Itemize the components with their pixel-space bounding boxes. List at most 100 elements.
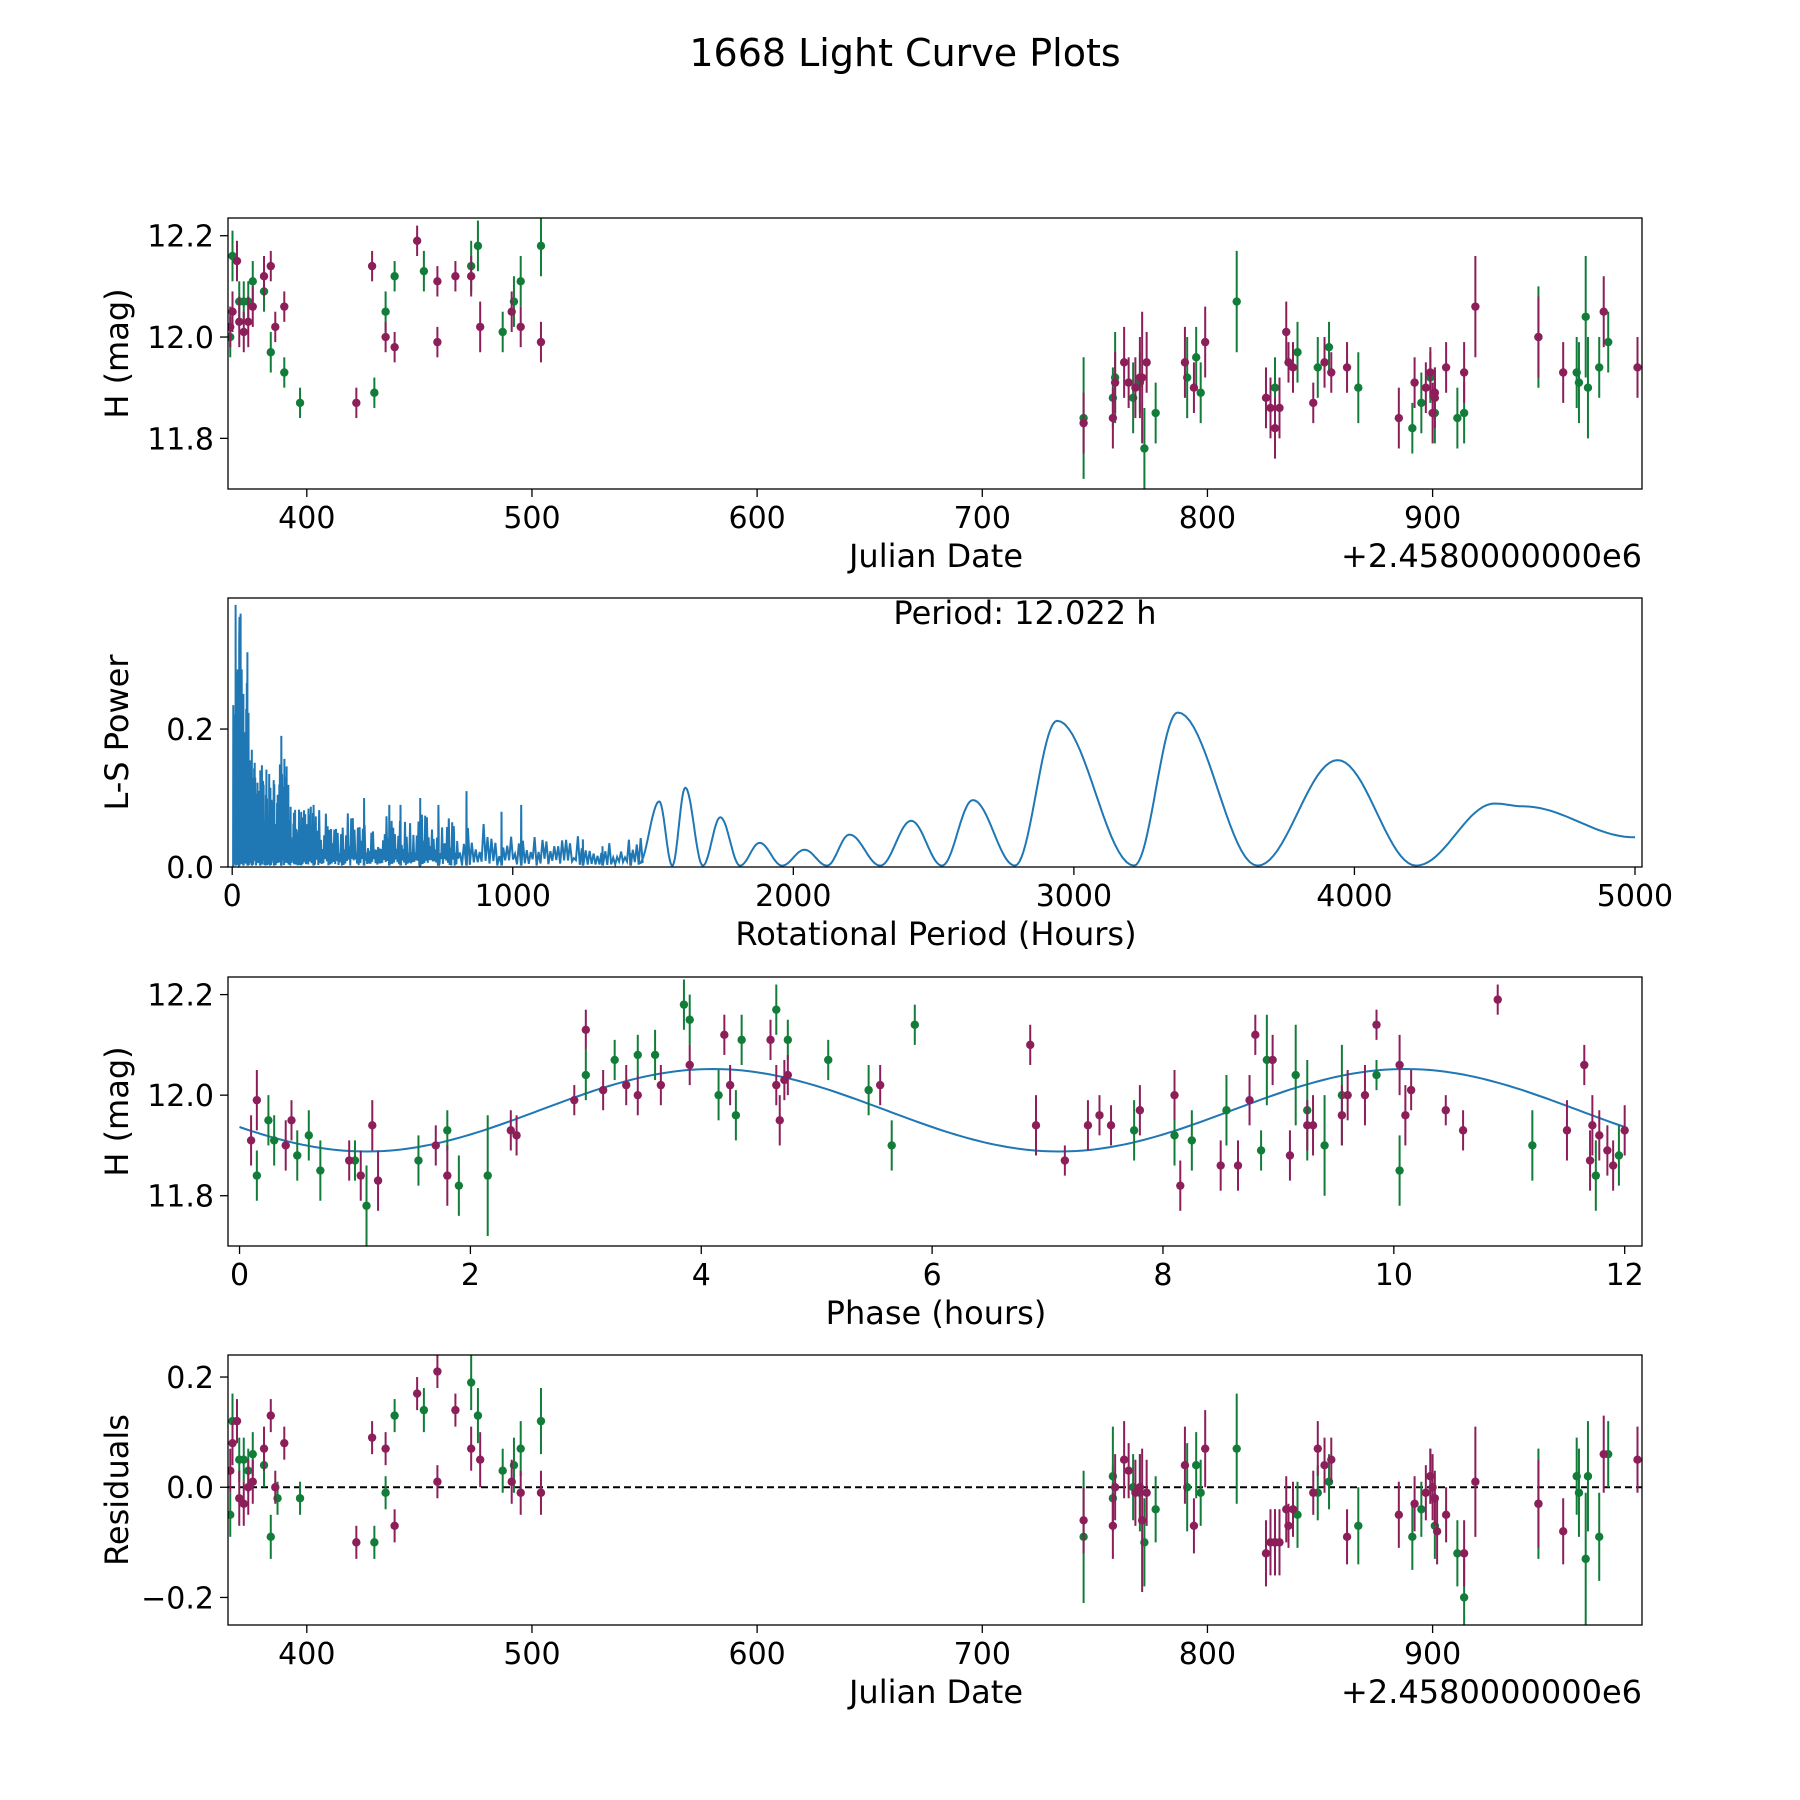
magenta-point <box>433 1367 442 1376</box>
x-tick-label: 800 <box>1179 501 1236 536</box>
magenta-point <box>1580 1060 1589 1070</box>
magenta-point <box>466 1444 476 1453</box>
green-point <box>824 1055 833 1065</box>
y-tick-label: 12.0 <box>147 321 214 356</box>
green-point <box>293 1151 302 1160</box>
green-point <box>887 1141 896 1150</box>
magenta-point <box>1200 337 1210 347</box>
green-point <box>1151 408 1160 418</box>
magenta-point <box>433 1477 442 1486</box>
green-point <box>1395 1166 1404 1175</box>
green-point <box>1459 408 1469 418</box>
x-tick-label: 0 <box>223 879 242 914</box>
green-point <box>350 1156 360 1165</box>
magenta-point <box>228 1438 237 1448</box>
x-tick-label: 1000 <box>475 879 551 914</box>
green-point <box>362 1201 371 1210</box>
green-point <box>498 327 507 337</box>
green-point <box>239 1455 248 1464</box>
magenta-point <box>1562 1126 1572 1135</box>
magenta-point <box>1275 1538 1284 1547</box>
magenta-point <box>1401 1111 1410 1120</box>
magenta-point <box>1410 1499 1419 1508</box>
green-point <box>1408 1532 1417 1542</box>
magenta-point <box>1119 1455 1129 1464</box>
magenta-point <box>232 1416 242 1426</box>
magenta-point <box>1189 1521 1199 1531</box>
magenta-point <box>1261 393 1271 403</box>
magenta-point <box>1558 1527 1568 1536</box>
green-point <box>1129 1126 1139 1135</box>
green-point <box>304 1131 313 1140</box>
green-point <box>1313 363 1322 372</box>
y-tick-label: 11.8 <box>147 422 214 457</box>
x-axis-label: Phase (hours) <box>826 1294 1047 1332</box>
magenta-point <box>1471 302 1480 311</box>
magenta-point <box>1251 1030 1260 1040</box>
green-point <box>295 1494 305 1503</box>
magenta-point <box>266 261 275 271</box>
x-tick-label: 4000 <box>1316 879 1392 914</box>
magenta-point <box>1110 1483 1120 1492</box>
magenta-point <box>280 1438 289 1448</box>
magenta-point <box>1288 363 1298 372</box>
magenta-point <box>1410 378 1419 387</box>
data-area <box>228 218 1642 489</box>
magenta-point <box>1079 418 1088 428</box>
magenta-point <box>1430 393 1440 403</box>
green-point <box>1595 363 1604 372</box>
green-point <box>498 1466 507 1475</box>
green-point <box>1191 1461 1201 1470</box>
green-point <box>1232 1444 1241 1453</box>
magenta-point <box>1558 368 1568 377</box>
magenta-point <box>390 342 399 352</box>
y-tick-label: 0.2 <box>166 1361 214 1396</box>
magenta-point <box>536 1488 546 1497</box>
magenta-point <box>390 1521 399 1531</box>
green-point <box>269 1136 279 1145</box>
periodogram-line <box>232 604 1636 867</box>
green-point <box>536 241 546 251</box>
green-point <box>1574 1488 1584 1497</box>
plot-frame <box>227 217 1643 490</box>
magenta-point <box>248 1477 257 1486</box>
x-axis-label: Julian Date <box>847 1673 1023 1711</box>
data-area <box>228 1355 1642 1625</box>
green-point <box>473 241 483 251</box>
green-point <box>381 1488 390 1497</box>
magenta-point <box>352 1538 361 1547</box>
phased-curve-panel: 0 2 4 6 8 10 12 11.8 12.0 12.2 Phase (hours) H (mag… <box>98 976 1644 1332</box>
magenta-point <box>266 1411 275 1420</box>
magenta-point <box>1320 1461 1329 1470</box>
green-point <box>1293 348 1302 357</box>
magenta-point <box>1595 1131 1604 1140</box>
magenta-point <box>367 261 377 271</box>
y-tick-label: 0.2 <box>166 713 214 748</box>
plot-frame <box>227 976 1643 1247</box>
magenta-point <box>228 307 237 316</box>
x-offset-label: +2.4580000000e6 <box>1341 537 1642 575</box>
green-point <box>264 1116 273 1125</box>
green-point <box>390 1411 399 1420</box>
green-point <box>419 1405 429 1415</box>
y-tick-label: 12.0 <box>147 1079 214 1114</box>
magenta-point <box>1633 1455 1642 1464</box>
magenta-point <box>1270 424 1280 433</box>
y-axis-label: H (mag) <box>98 288 136 418</box>
magenta-point <box>1599 1449 1608 1459</box>
green-point <box>1574 378 1584 387</box>
green-point <box>1170 1131 1179 1140</box>
model-curve <box>239 1067 1626 1153</box>
magenta-point <box>367 1433 377 1442</box>
green-point <box>1354 1521 1363 1531</box>
magenta-point <box>507 1477 516 1486</box>
magenta-point <box>1180 1461 1190 1470</box>
green-point <box>1222 1106 1231 1115</box>
magenta-point <box>1343 1090 1352 1100</box>
magenta-point <box>1599 307 1608 316</box>
y-tick-label: 12.2 <box>147 979 214 1014</box>
magenta-point <box>433 337 442 347</box>
magenta-point <box>280 302 289 311</box>
magenta-point <box>287 1116 296 1125</box>
